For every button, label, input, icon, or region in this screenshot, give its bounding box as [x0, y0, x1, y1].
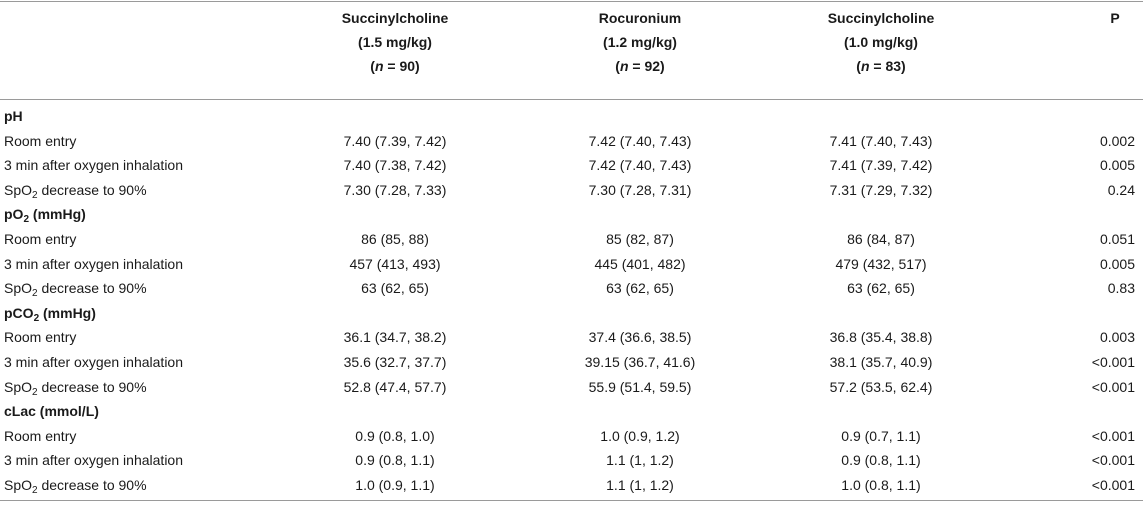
header-n: (n = 83) — [856, 58, 906, 74]
table-row: SpO2 decrease to 90% 7.30 (7.28, 7.33) 7.3… — [0, 178, 1143, 203]
row-label: Room entry — [4, 329, 77, 346]
cell-p-value: 0.002 — [1099, 132, 1135, 149]
section-header-row: pH — [0, 104, 1143, 129]
cell-rocuronium-1-2: 37.4 (36.6, 38.5) — [588, 329, 692, 346]
cell-p-value: <0.001 — [1091, 354, 1135, 370]
header-dose: (1.2 mg/kg) — [603, 34, 677, 50]
cell-succinylcholine-1-5: 457 (413, 493) — [349, 255, 441, 272]
cell-rocuronium-1-2: 85 (82, 87) — [606, 231, 674, 247]
cell-p-value: 0.005 — [1099, 255, 1135, 272]
cell-succinylcholine-1-5: 7.40 (7.38, 7.42) — [343, 157, 447, 174]
row-label: SpO2 decrease to 90% — [4, 378, 147, 398]
row-label: 3 min after oxygen inhalation — [4, 354, 183, 370]
cell-succinylcholine-1-0: 479 (432, 517) — [835, 255, 927, 272]
table-row: SpO2 decrease to 90% 52.8 (47.4, 57.7) 55.… — [0, 375, 1143, 400]
header-drug: Rocuronium — [598, 10, 682, 26]
cell-succinylcholine-1-5: 7.40 (7.39, 7.42) — [343, 132, 447, 149]
table-row: Room entry 86 (85, 88) 85 (82, 87) 86 (84, … — [0, 227, 1143, 252]
header-rule — [0, 99, 1143, 100]
cell-p-value: <0.001 — [1091, 452, 1135, 469]
cell-succinylcholine-1-0: 86 (84, 87) — [847, 231, 915, 247]
row-label: Room entry — [4, 231, 77, 247]
cell-succinylcholine-1-0: 0.9 (0.7, 1.1) — [841, 427, 921, 444]
cell-succinylcholine-1-0: 36.8 (35.4, 38.8) — [829, 329, 933, 346]
top-rule — [0, 1, 1143, 2]
section-header-row: pCO2 (mmHg) — [0, 301, 1143, 326]
cell-succinylcholine-1-5: 63 (62, 65) — [361, 280, 429, 297]
table-row: SpO2 decrease to 90% 1.0 (0.9, 1.1) 1.1 (1… — [0, 473, 1143, 498]
row-label: SpO2 decrease to 90% — [4, 477, 147, 496]
cell-rocuronium-1-2: 39.15 (36.7, 41.6) — [584, 354, 696, 370]
cell-p-value: 0.005 — [1099, 157, 1135, 174]
cell-rocuronium-1-2: 7.30 (7.28, 7.31) — [588, 181, 692, 198]
header-rocuronium-1-2: Rocuronium (1.2 mg/kg) (n = 92) — [545, 6, 735, 78]
cell-rocuronium-1-2: 1.1 (1, 1.2) — [606, 452, 674, 469]
table-row: SpO2 decrease to 90% 63 (62, 65) 63 (62, 6… — [0, 276, 1143, 301]
table-row: Room entry 7.40 (7.39, 7.42) 7.42 (7.40, 7… — [0, 129, 1143, 154]
table-row: 3 min after oxygen inhalation 7.40 (7.38,… — [0, 153, 1143, 178]
header-drug: Succinylcholine — [827, 10, 935, 26]
table-row: 3 min after oxygen inhalation 35.6 (32.7,… — [0, 350, 1143, 375]
section-title: pCO2 (mmHg) — [4, 304, 96, 324]
cell-succinylcholine-1-5: 86 (85, 88) — [361, 231, 429, 247]
row-label: 3 min after oxygen inhalation — [4, 452, 183, 469]
row-label: SpO2 decrease to 90% — [4, 181, 147, 201]
header-succinylcholine-1-0: Succinylcholine (1.0 mg/kg) (n = 83) — [786, 6, 976, 78]
cell-succinylcholine-1-0: 57.2 (53.5, 62.4) — [829, 378, 933, 395]
row-label: 3 min after oxygen inhalation — [4, 157, 183, 174]
cell-p-value: <0.001 — [1091, 378, 1135, 395]
header-dose: (1.5 mg/kg) — [358, 34, 432, 50]
cell-rocuronium-1-2: 55.9 (51.4, 59.5) — [588, 378, 692, 395]
header-n: (n = 90) — [370, 58, 420, 74]
section-title: pH — [4, 108, 23, 124]
cell-rocuronium-1-2: 7.42 (7.40, 7.43) — [588, 132, 692, 149]
cell-succinylcholine-1-0: 0.9 (0.8, 1.1) — [841, 452, 921, 469]
row-label: SpO2 decrease to 90% — [4, 280, 147, 300]
cell-rocuronium-1-2: 1.0 (0.9, 1.2) — [600, 427, 680, 444]
section-header-row: pO2 (mmHg) — [0, 202, 1143, 227]
cell-p-value: <0.001 — [1091, 427, 1135, 444]
header-succinylcholine-1-5: Succinylcholine (1.5 mg/kg) (n = 90) — [300, 6, 490, 78]
cell-succinylcholine-1-0: 7.41 (7.40, 7.43) — [829, 132, 933, 149]
cell-succinylcholine-1-0: 7.41 (7.39, 7.42) — [829, 157, 933, 174]
table-row: Room entry 0.9 (0.8, 1.0) 1.0 (0.9, 1.2) 0.… — [0, 424, 1143, 449]
cell-succinylcholine-1-5: 7.30 (7.28, 7.33) — [343, 181, 447, 198]
header-dose: (1.0 mg/kg) — [844, 34, 918, 50]
cell-succinylcholine-1-5: 35.6 (32.7, 37.7) — [343, 354, 447, 370]
cell-succinylcholine-1-0: 1.0 (0.8, 1.1) — [841, 477, 921, 493]
row-label: Room entry — [4, 427, 77, 444]
bottom-rule — [0, 500, 1143, 501]
cell-succinylcholine-1-0: 7.31 (7.29, 7.32) — [829, 181, 933, 198]
cell-succinylcholine-1-5: 1.0 (0.9, 1.1) — [355, 477, 435, 493]
cell-succinylcholine-1-5: 0.9 (0.8, 1.0) — [355, 427, 435, 444]
section-title: cLac (mmol/L) — [4, 403, 99, 420]
cell-succinylcholine-1-5: 52.8 (47.4, 57.7) — [343, 378, 447, 395]
cell-p-value: 0.051 — [1099, 231, 1135, 247]
header-drug: Succinylcholine — [341, 10, 449, 26]
section-header-row: cLac (mmol/L) — [0, 399, 1143, 424]
cell-succinylcholine-1-5: 36.1 (34.7, 38.2) — [343, 329, 447, 346]
cell-rocuronium-1-2: 445 (401, 482) — [594, 255, 686, 272]
cell-succinylcholine-1-0: 38.1 (35.7, 40.9) — [829, 354, 933, 370]
table-row: 3 min after oxygen inhalation 0.9 (0.8, 1… — [0, 448, 1143, 473]
cell-rocuronium-1-2: 7.42 (7.40, 7.43) — [588, 157, 692, 174]
header-n: (n = 92) — [615, 58, 665, 74]
table-row: 3 min after oxygen inhalation 457 (413, 4… — [0, 252, 1143, 277]
cell-rocuronium-1-2: 1.1 (1, 1.2) — [606, 477, 674, 493]
cell-rocuronium-1-2: 63 (62, 65) — [606, 280, 674, 297]
header-p-value: P — [1110, 10, 1120, 26]
cell-p-value: 0.24 — [1107, 181, 1135, 198]
cell-succinylcholine-1-0: 63 (62, 65) — [847, 280, 915, 297]
row-label: 3 min after oxygen inhalation — [4, 255, 183, 272]
section-title: pO2 (mmHg) — [4, 206, 86, 226]
row-label: Room entry — [4, 132, 77, 149]
cell-p-value: 0.003 — [1099, 329, 1135, 346]
table-row: Room entry 36.1 (34.7, 38.2) 37.4 (36.6, 3… — [0, 325, 1143, 350]
cell-p-value: <0.001 — [1091, 477, 1135, 493]
cell-succinylcholine-1-5: 0.9 (0.8, 1.1) — [355, 452, 435, 469]
cell-p-value: 0.83 — [1107, 280, 1135, 297]
